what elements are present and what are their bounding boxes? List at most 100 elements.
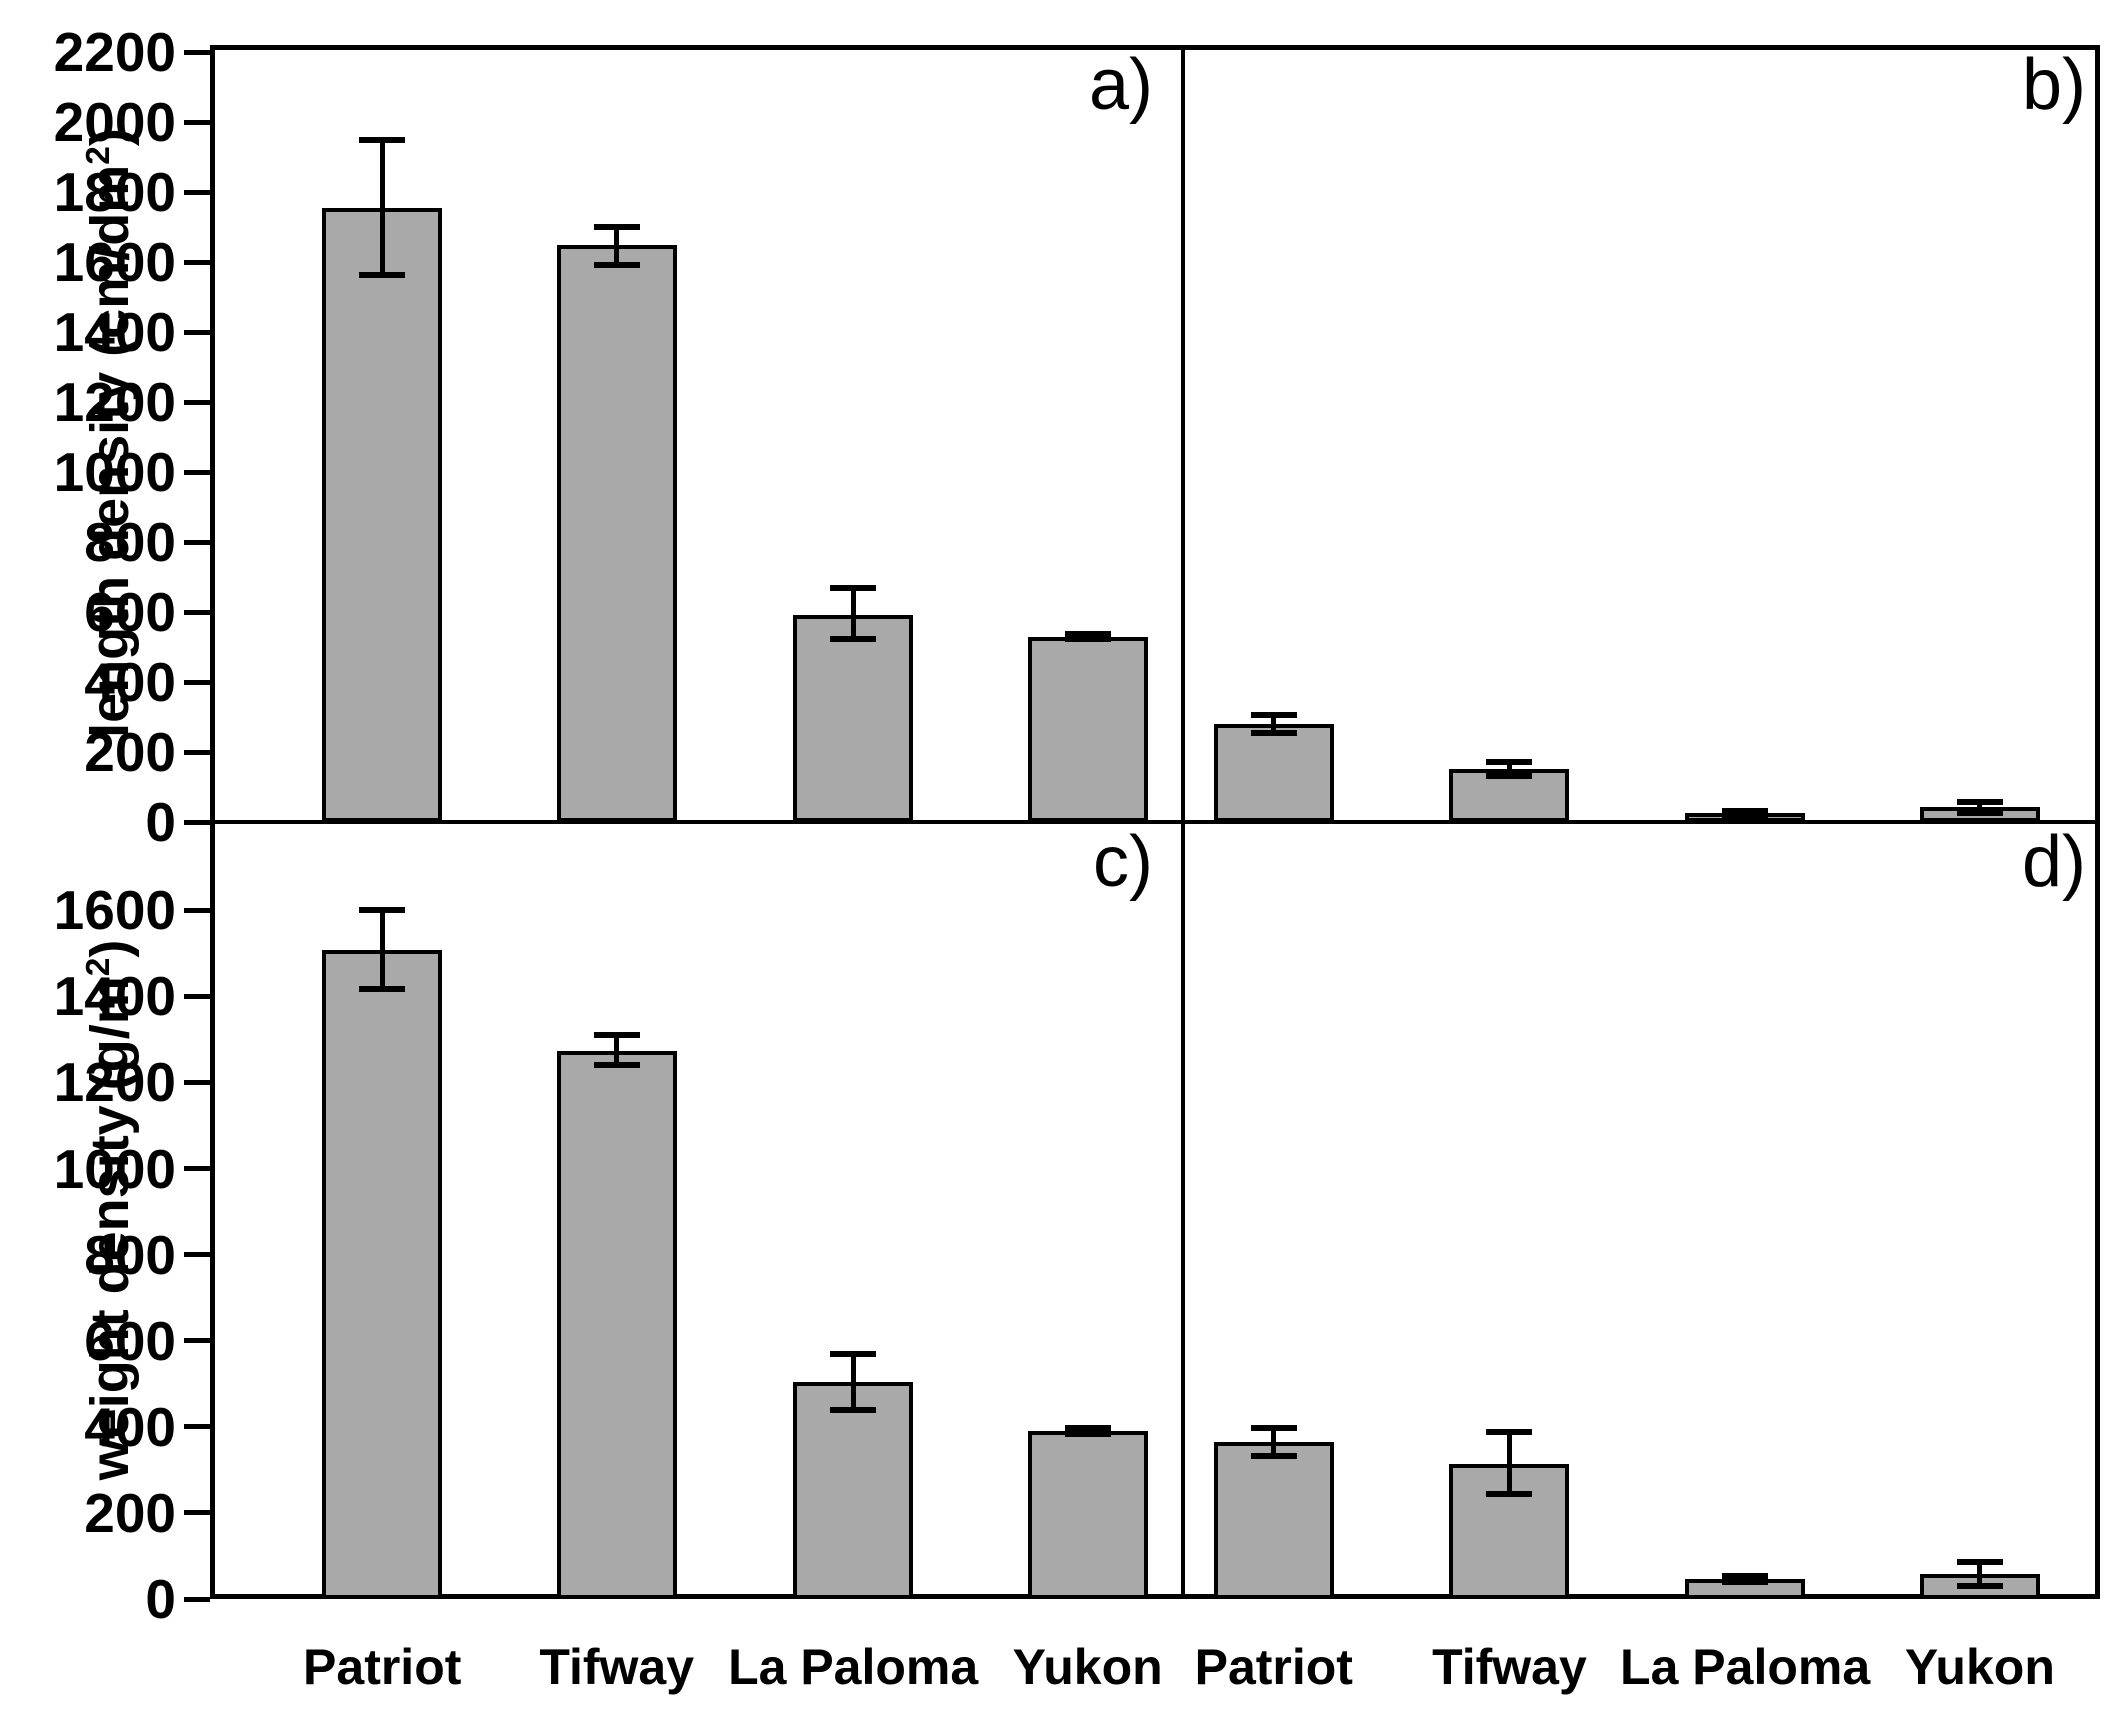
error-bar-cap [1064, 1424, 1111, 1431]
error-bar-line [1271, 1428, 1277, 1456]
error-bar-line [614, 227, 620, 265]
bar-la-paloma [793, 614, 914, 822]
y-tick [184, 259, 210, 265]
error-bar-cap [830, 585, 877, 592]
error-bar-cap [1250, 729, 1297, 736]
error-bar-cap [593, 224, 640, 230]
y-axis-title-close: ) [80, 128, 140, 147]
panel-b: b) [1183, 45, 2100, 822]
panel-divider-horizontal [210, 820, 2100, 824]
y-tick [184, 907, 210, 913]
y-tick-label: 1800 [53, 161, 176, 223]
error-bar-cap [1722, 808, 1769, 815]
y-tick-label: 2200 [53, 21, 176, 83]
y-tick-label: 1400 [53, 965, 176, 1028]
error-bar-cap [1064, 631, 1111, 638]
y-tick-label: 200 [84, 1481, 176, 1544]
y-tick [184, 1596, 210, 1602]
x-category-label-tifway: Tifway [1432, 1639, 1587, 1695]
error-bar-cap [1250, 712, 1297, 719]
y-tick [184, 1166, 210, 1172]
error-bar-line [1742, 1575, 1748, 1582]
bar-la-paloma [793, 1382, 914, 1599]
error-bar-cap [593, 1062, 640, 1069]
y-tick [184, 119, 210, 125]
y-tick [184, 609, 210, 615]
y-tick-label: 1600 [53, 231, 176, 293]
y-tick-label: 1000 [53, 441, 176, 503]
error-bar-cap [1486, 1491, 1533, 1498]
y-tick-label: 2000 [53, 91, 176, 153]
y-axis-title-length-density: length density (cm/dm2) [79, 128, 141, 738]
y-tick-label: 200 [84, 721, 176, 783]
y-tick-label: 1400 [53, 301, 176, 363]
error-bar-cap [1250, 1425, 1297, 1432]
y-axis-title-close: ) [80, 939, 140, 958]
error-bar-cap [593, 1032, 640, 1039]
panel-label-b: b) [2021, 45, 2086, 125]
y-tick [184, 679, 210, 685]
y-tick-label: 1200 [53, 1051, 176, 1114]
panel-a: a) [210, 45, 1183, 822]
x-category-label-yukon: Yukon [1904, 1639, 2055, 1695]
y-tick [184, 1338, 210, 1344]
y-tick-label: 400 [84, 1395, 176, 1458]
y-tick-label: 800 [84, 1223, 176, 1286]
bar-tifway [556, 245, 677, 822]
error-bar-line [1977, 801, 1983, 814]
bar-patriot [1213, 1442, 1334, 1599]
panel-d: d) [1183, 822, 2100, 1599]
y-axis-title-superscript: 2 [80, 957, 117, 977]
error-bar-cap [830, 1407, 877, 1414]
y-tick-label: 1600 [53, 879, 176, 942]
x-category-label-patriot: Patriot [1194, 1639, 1353, 1695]
y-tick-label: 800 [84, 511, 176, 573]
y-tick-label: 0 [145, 1568, 176, 1630]
x-category-label-la-paloma: La Paloma [728, 1639, 979, 1695]
panel-label-d: d) [2021, 822, 2086, 902]
bar-patriot [322, 207, 443, 822]
y-tick-label: 600 [84, 1309, 176, 1372]
y-tick [184, 189, 210, 195]
y-axis-title-weight-density: weight density (g/m2) [79, 940, 141, 1481]
error-bar-cap [1250, 1452, 1297, 1459]
panel-label-a: a) [1088, 45, 1153, 125]
y-tick [184, 1424, 210, 1430]
panel-label-c: c) [1093, 822, 1153, 902]
y-tick [184, 819, 210, 825]
bar-patriot [322, 950, 443, 1599]
error-bar-line [850, 1353, 856, 1411]
error-bar-line [379, 910, 385, 989]
error-bar-line [1271, 715, 1277, 733]
error-bar-cap [1722, 1572, 1769, 1579]
panel-c: c) [210, 822, 1183, 1599]
bar-tifway [1449, 768, 1570, 822]
error-bar-cap [359, 271, 406, 278]
bar-yukon [1027, 636, 1148, 822]
error-bar-line [379, 140, 385, 275]
error-bar-line [1085, 1427, 1091, 1434]
error-bar-cap [830, 635, 877, 642]
y-tick-label: 1200 [53, 371, 176, 433]
error-bar-cap [1486, 772, 1533, 779]
y-tick [184, 749, 210, 755]
y-tick-label: 1000 [53, 1137, 176, 1200]
bar-patriot [1213, 724, 1334, 822]
y-tick-label: 400 [84, 651, 176, 713]
y-tick [184, 1252, 210, 1258]
error-bar-cap [1064, 635, 1111, 642]
error-bar-cap [359, 137, 406, 144]
y-tick-label: 600 [84, 581, 176, 643]
y-tick [184, 993, 210, 999]
error-bar-cap [1486, 1428, 1533, 1435]
error-bar-cap [1486, 758, 1533, 765]
bar-yukon [1027, 1430, 1148, 1599]
error-bar-cap [1722, 812, 1769, 819]
x-category-label-la-paloma: La Paloma [1620, 1639, 1871, 1695]
y-tick [184, 1510, 210, 1516]
y-tick [184, 329, 210, 335]
y-tick [184, 469, 210, 475]
error-bar-cap [359, 985, 406, 992]
x-category-label-tifway: Tifway [539, 1639, 695, 1695]
error-bar-cap [359, 907, 406, 914]
